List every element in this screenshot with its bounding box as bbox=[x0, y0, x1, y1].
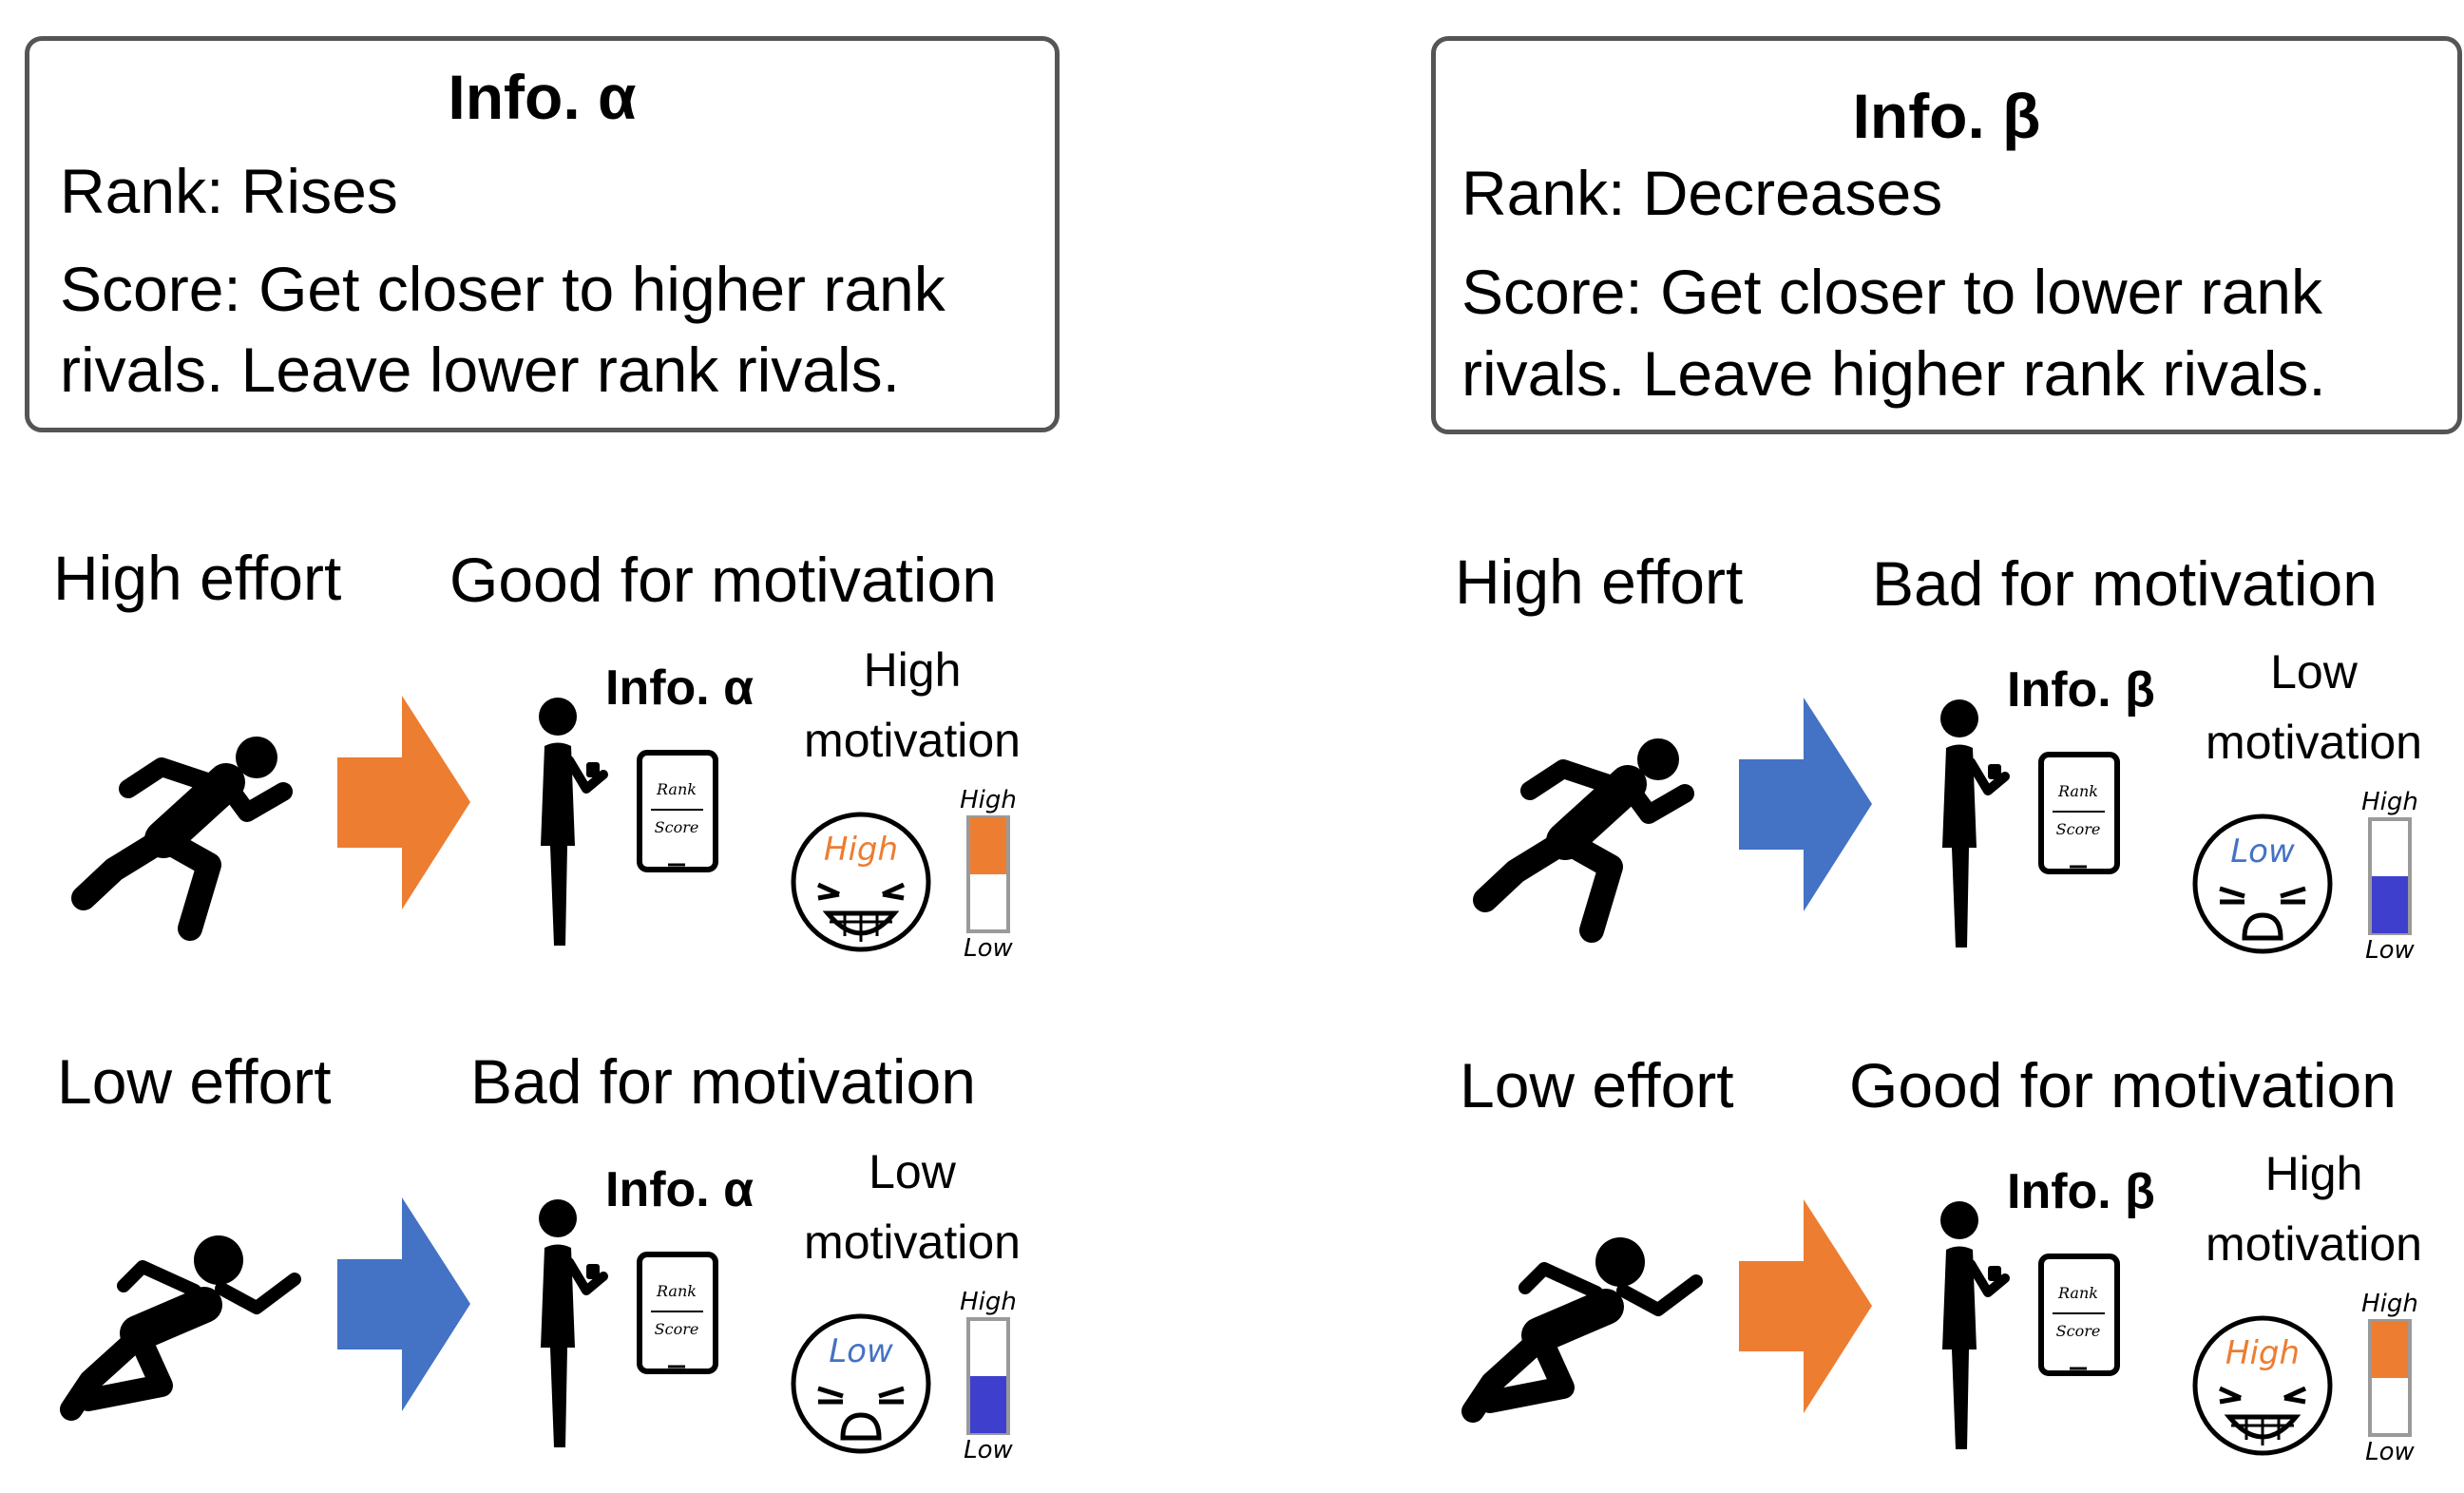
motivation-meter: High Low bbox=[960, 786, 1017, 963]
meter-high-label: High bbox=[960, 1288, 1017, 1316]
effect-label-beta-high: Bad for motivation bbox=[1872, 548, 2378, 619]
motivation-level-word: Low bbox=[869, 1145, 956, 1198]
motivation-word: motivation bbox=[2206, 1217, 2422, 1271]
running-person-icon bbox=[71, 737, 293, 941]
meter-low-label: Low bbox=[2365, 936, 2415, 965]
phone-rank-label: Rank bbox=[656, 1282, 697, 1300]
meter-high-label: High bbox=[2361, 788, 2418, 816]
phone-user-icon: Rank Score bbox=[1940, 699, 2120, 947]
info-alpha-score-line-2: rivals. Leave lower rank rivals. bbox=[60, 335, 900, 405]
meter-low-label: Low bbox=[2365, 1438, 2415, 1466]
motivation-word: motivation bbox=[804, 714, 1021, 767]
meter-fill bbox=[2372, 876, 2408, 933]
frowning-face-icon: Low bbox=[2192, 813, 2333, 954]
phone-score-label: Score bbox=[655, 818, 699, 836]
info-alpha-rank: Rank: Rises bbox=[60, 156, 398, 226]
scene-beta-low: Rank Score Info. β High motivation High … bbox=[1449, 1147, 2464, 1492]
meter-fill bbox=[970, 1376, 1006, 1433]
motivation-level-word: High bbox=[863, 643, 962, 697]
motivation-level-word: High bbox=[2264, 1147, 2363, 1200]
motivation-label: Low motivation bbox=[2186, 637, 2442, 777]
info-beta-score-line-1: Score: Get closer to lower rank bbox=[1461, 257, 2323, 327]
orange-arrow-icon bbox=[337, 696, 470, 909]
scene-alpha-high: Rank Score Info. α High motivation High … bbox=[48, 643, 1226, 988]
phone-score-label: Score bbox=[655, 1320, 699, 1338]
effect-label-alpha-high: Good for motivation bbox=[449, 545, 997, 615]
effort-label-alpha-low: Low effort bbox=[57, 1046, 332, 1117]
face-word: High bbox=[2225, 1334, 2300, 1372]
meter-low-label: Low bbox=[964, 1436, 1013, 1464]
motivation-meter: High Low bbox=[2361, 1290, 2418, 1466]
info-alpha-title: Info. α bbox=[448, 62, 637, 132]
phone-score-label: Score bbox=[2056, 820, 2101, 838]
info-tag: Info. β bbox=[2007, 662, 2155, 718]
info-beta-rank: Rank: Decreases bbox=[1461, 158, 1943, 228]
smartphone-icon: Rank Score bbox=[2038, 752, 2120, 874]
info-alpha-box: Info. α Rank: Rises Score: Get closer to… bbox=[25, 36, 1060, 432]
smartphone-icon: Rank Score bbox=[637, 750, 718, 872]
info-beta-score-line-2: rivals. Leave higher rank rivals. bbox=[1461, 338, 2326, 409]
motivation-label: Low motivation bbox=[784, 1137, 1041, 1277]
blue-arrow-icon bbox=[337, 1197, 470, 1411]
motivation-label: High motivation bbox=[2186, 1139, 2442, 1279]
orange-arrow-icon bbox=[1739, 1199, 1872, 1413]
info-tag: Info. β bbox=[2007, 1164, 2155, 1219]
motivation-level-word: Low bbox=[2270, 645, 2358, 699]
meter-high-label: High bbox=[960, 786, 1017, 814]
face-word: High bbox=[824, 831, 898, 869]
face-word: Low bbox=[2230, 833, 2295, 871]
effort-label-beta-high: High effort bbox=[1455, 546, 1744, 617]
effect-label-beta-low: Good for motivation bbox=[1849, 1050, 2397, 1120]
meter-low-label: Low bbox=[964, 934, 1013, 963]
motivation-meter: High Low bbox=[960, 1288, 1017, 1464]
phone-score-label: Score bbox=[2056, 1322, 2101, 1340]
meter-high-label: High bbox=[2361, 1290, 2418, 1318]
scene-beta-high: Rank Score Info. β Low motivation Low Hi… bbox=[1449, 645, 2464, 990]
scene-alpha-low: Rank Score Info. α Low motivation Low Hi… bbox=[48, 1145, 1226, 1490]
info-alpha-score-line-1: Score: Get closer to higher rank bbox=[60, 254, 945, 324]
smartphone-icon: Rank Score bbox=[2038, 1254, 2120, 1376]
reclining-person-icon bbox=[60, 1235, 301, 1421]
info-tag: Info. α bbox=[605, 660, 754, 716]
phone-rank-label: Rank bbox=[2057, 782, 2098, 800]
effort-label-beta-low: Low effort bbox=[1460, 1050, 1734, 1120]
face-word: Low bbox=[829, 1332, 893, 1370]
meter-fill bbox=[2372, 1321, 2408, 1378]
phone-user-icon: Rank Score bbox=[539, 698, 718, 946]
running-person-icon bbox=[1473, 738, 1694, 943]
motivation-word: motivation bbox=[2206, 716, 2422, 769]
grinning-face-icon: High bbox=[2192, 1315, 2333, 1456]
phone-user-icon: Rank Score bbox=[539, 1199, 718, 1447]
frowning-face-icon: Low bbox=[791, 1313, 931, 1454]
smartphone-icon: Rank Score bbox=[637, 1252, 718, 1374]
phone-rank-label: Rank bbox=[2057, 1284, 2098, 1302]
phone-user-icon: Rank Score bbox=[1940, 1201, 2120, 1449]
grinning-face-icon: High bbox=[791, 812, 931, 952]
phone-rank-label: Rank bbox=[656, 780, 697, 798]
reclining-person-icon bbox=[1461, 1237, 1703, 1423]
blue-arrow-icon bbox=[1739, 698, 1872, 911]
info-beta-box: Info. β Rank: Decreases Score: Get close… bbox=[1431, 36, 2462, 434]
info-beta-title: Info. β bbox=[1852, 81, 2041, 151]
motivation-meter: High Low bbox=[2361, 788, 2418, 965]
motivation-label: High motivation bbox=[784, 635, 1041, 775]
effort-label-alpha-high: High effort bbox=[53, 543, 342, 613]
effect-label-alpha-low: Bad for motivation bbox=[470, 1046, 976, 1117]
meter-fill bbox=[970, 817, 1006, 874]
motivation-word: motivation bbox=[804, 1215, 1021, 1269]
info-tag: Info. α bbox=[605, 1162, 754, 1217]
